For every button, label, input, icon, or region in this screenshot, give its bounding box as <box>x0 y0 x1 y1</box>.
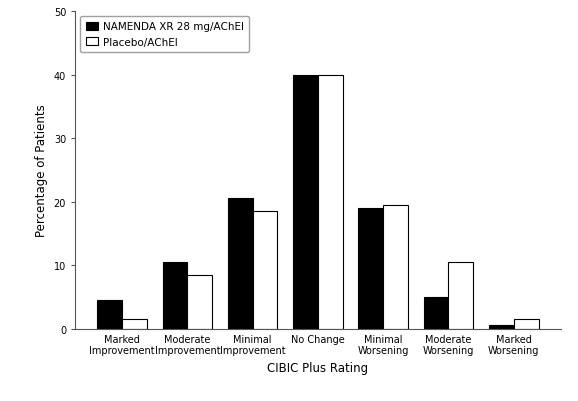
Bar <box>253 212 277 329</box>
X-axis label: CIBIC Plus Rating: CIBIC Plus Rating <box>268 361 368 374</box>
Bar <box>187 275 212 329</box>
Bar <box>122 319 147 329</box>
Y-axis label: Percentage of Patients: Percentage of Patients <box>35 104 48 237</box>
Bar <box>228 199 253 329</box>
Bar <box>97 300 122 329</box>
Bar <box>489 326 514 329</box>
Bar <box>449 262 473 329</box>
Bar <box>383 205 408 329</box>
Legend: NAMENDA XR 28 mg/AChEI, Placebo/AChEI: NAMENDA XR 28 mg/AChEI, Placebo/AChEI <box>80 17 250 53</box>
Bar <box>293 75 318 329</box>
Bar <box>162 262 187 329</box>
Bar <box>514 319 539 329</box>
Bar <box>318 75 343 329</box>
Bar <box>358 209 383 329</box>
Bar <box>424 297 449 329</box>
